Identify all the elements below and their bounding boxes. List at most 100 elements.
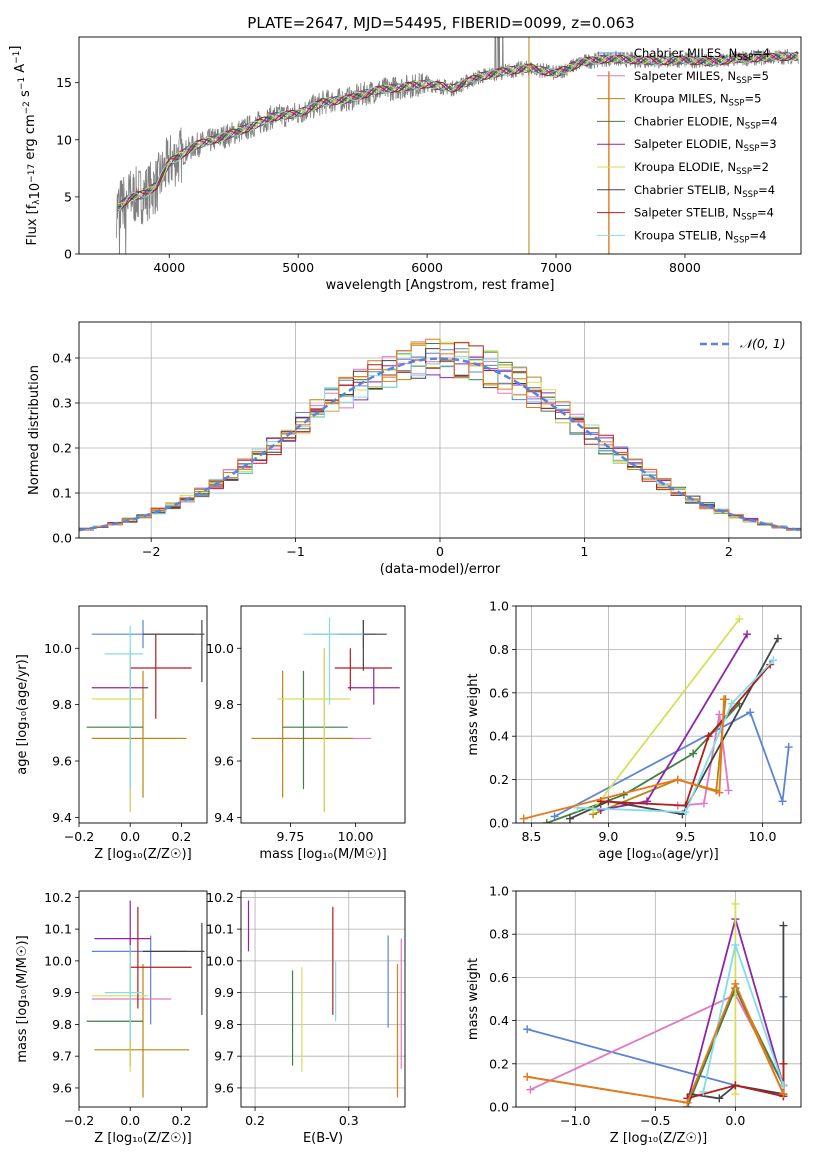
axes-frame — [240, 890, 406, 1108]
x-tick-label: 1 — [580, 544, 588, 559]
y-tick-label: 0.8 — [489, 927, 509, 942]
y-tick-label: 0.6 — [489, 970, 509, 985]
weight-series-line — [600, 633, 748, 811]
y-tick-label: 9.6 — [214, 754, 234, 769]
weight-point-marker — [731, 941, 740, 949]
x-tick-label: 0 — [436, 544, 444, 559]
y-tick-label: 9.6 — [52, 1080, 72, 1095]
y-axis-label: Normed distribution — [27, 365, 42, 495]
y-axis-label: mass [log₁₀(M/M☉)] — [15, 935, 30, 1062]
x-tick-label: 9.75 — [277, 829, 305, 844]
weight-point-marker — [681, 808, 690, 817]
weight-point-marker — [769, 656, 778, 665]
y-tick-label: 10.0 — [206, 641, 234, 656]
model-spectrum-line — [117, 51, 799, 213]
weight-point-marker — [699, 799, 708, 808]
spectrum-plot-area — [116, 37, 799, 254]
x-tick-label: 0.3 — [339, 1113, 359, 1128]
weight-point-marker — [689, 749, 698, 758]
x-axis-label: Z [log₁₀(Z/Z☉)] — [94, 1131, 191, 1146]
weight-series-line — [523, 699, 725, 820]
model-spectrum-line — [117, 52, 799, 205]
axes-frame — [78, 890, 208, 1108]
weight-series-line — [569, 638, 779, 820]
weight-point-marker — [779, 1081, 788, 1090]
grid — [241, 891, 405, 1107]
weight-point-marker — [731, 1090, 740, 1099]
weight-point-marker — [784, 743, 793, 752]
y-tick-label: 10 — [56, 132, 72, 147]
model-spectrum-line — [117, 51, 799, 212]
x-tick-label: 2 — [725, 544, 733, 559]
weight-point-marker — [715, 710, 724, 719]
axes-frame — [78, 605, 208, 824]
legend-label: Kroupa MILES, NSSP=5 — [634, 92, 761, 109]
y-tick-label: 9.8 — [52, 1017, 72, 1032]
x-axis-label: mass [log₁₀(M/M☉)] — [259, 847, 386, 862]
y-tick-label: 9.8 — [214, 697, 234, 712]
y-tick-label: 10.1 — [44, 922, 72, 937]
weight-point-marker — [550, 812, 559, 821]
x-tick-label: 10.00 — [338, 829, 374, 844]
x-tick-label: 9.0 — [598, 829, 618, 844]
x-axis-label: age [log₁₀(age/yr)] — [598, 847, 719, 862]
y-tick-label: 1.0 — [489, 599, 509, 614]
y-tick-label: 9.7 — [52, 1049, 72, 1064]
legend-label: Chabrier ELODIE, NSSP=4 — [634, 114, 778, 131]
x-tick-label: −0.5 — [640, 1113, 670, 1128]
y-tick-label: 9.4 — [52, 810, 72, 825]
x-axis-label: Z [log₁₀(Z/Z☉)] — [610, 1131, 707, 1146]
histogram-plot-area — [79, 338, 801, 533]
weight-point-marker — [542, 819, 551, 823]
weight-point-marker — [523, 1025, 532, 1034]
y-tick-label: 0.6 — [489, 685, 509, 700]
observed-spectrum — [116, 37, 799, 254]
errorbar-plot-area — [247, 900, 402, 1098]
x-tick-label: 0.0 — [120, 1113, 140, 1128]
y-tick-label: 0.4 — [489, 729, 509, 744]
y-tick-label: 0.2 — [489, 772, 509, 787]
histogram-panel: −2 −1 0 1 2 0.0 0.1 0.2 0.3 0.4 (data-model)/error… — [27, 321, 802, 577]
histogram-step — [79, 352, 801, 533]
spectrum-legend: Chabrier MILES, NSSP=4 Salpeter MILES, NS… — [597, 46, 778, 245]
weight-point-marker — [699, 1087, 708, 1096]
age-vs-Z-panel: −0.2 0.0 0.2 9.4 9.6 9.8 10.0 Z [log₁₀(Z/Z☉)] ag… — [15, 605, 208, 862]
errorbar-plot-area — [251, 617, 400, 812]
mass-vs-Z-panel: −0.2 0.0 0.2 9.6 9.7 9.8 9.9 10.0 10.1 10.2 Z [log… — [15, 890, 208, 1146]
weight-series-line — [577, 659, 774, 814]
weight-series-line — [592, 618, 741, 811]
legend-label: Salpeter ELODIE, NSSP=3 — [634, 137, 777, 154]
age-vs-mass-panel: 9.75 10.00 9.4 9.6 9.8 10.0 mass [log₁₀(M/M☉)] — [206, 605, 406, 862]
x-axis-label: Z [log₁₀(Z/Z☉)] — [94, 847, 191, 862]
legend-label: Chabrier MILES, NSSP=4 — [634, 46, 770, 63]
legend-label: Kroupa STELIB, NSSP=4 — [634, 228, 766, 245]
y-tick-label: 9.9 — [214, 985, 234, 1000]
y-tick-label: 10.2 — [206, 890, 234, 905]
x-tick-label: −1 — [286, 544, 304, 559]
weight-series-line — [702, 941, 785, 1093]
weight-point-marker — [724, 786, 733, 795]
y-axis-label: age [log₁₀(age/yr)] — [15, 654, 30, 775]
y-tick-label: 9.8 — [52, 697, 72, 712]
axes-frame — [515, 605, 802, 824]
y-tick-label: 9.7 — [214, 1049, 234, 1064]
y-tick-label: 0.4 — [489, 1013, 509, 1028]
y-tick-label: 10.0 — [44, 641, 72, 656]
y-tick-label: 0 — [64, 247, 72, 262]
mass-weight-vs-Z-panel: −1.0 −0.5 0.0 0.0 0.2 0.4 0.6 0.8 1.0 Z [log₁₀(Z/… — [466, 884, 802, 1146]
y-tick-label: 10.1 — [206, 922, 234, 937]
axes-frame — [78, 36, 802, 255]
y-tick-label: 9.6 — [52, 754, 72, 769]
x-tick-label: 6000 — [411, 260, 443, 275]
x-tick-label: 10.0 — [749, 829, 777, 844]
y-tick-label: 5 — [64, 189, 72, 204]
legend-label: Kroupa ELODIE, NSSP=2 — [634, 160, 769, 177]
y-tick-label: 9.4 — [214, 810, 234, 825]
x-tick-label: 0.2 — [171, 1113, 191, 1128]
legend-label: Salpeter MILES, NSSP=5 — [634, 69, 769, 86]
x-tick-label: −0.2 — [64, 1113, 94, 1128]
weight-point-marker — [773, 634, 782, 643]
weight-series-line — [554, 711, 790, 818]
y-tick-label: 10.0 — [206, 953, 234, 968]
y-tick-label: 9.6 — [214, 1080, 234, 1095]
